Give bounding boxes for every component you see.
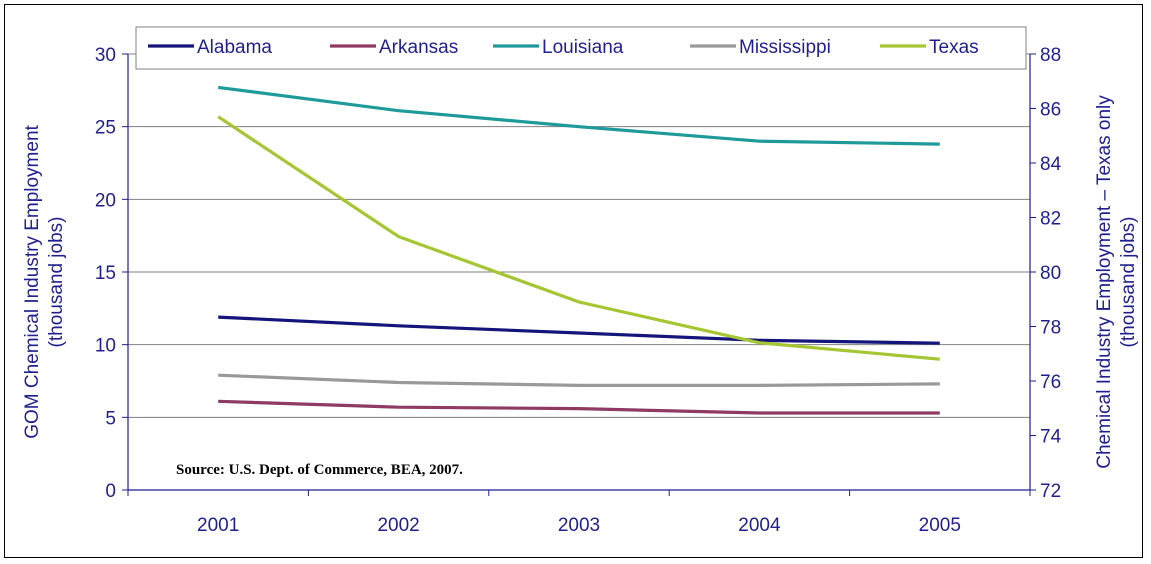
series-line-alabama <box>218 315 940 345</box>
y-tick-label-right: 78 <box>1040 318 1061 339</box>
x-tick-label: 2004 <box>738 515 781 536</box>
axis-title-line: (thousand jobs) <box>1118 217 1139 348</box>
legend: Alabama Arkansas Louisiana Mississippi Texas <box>135 26 1027 70</box>
series-line-mississippi <box>218 373 940 387</box>
axis-title-text: Chemical Industry Employment – Texas onl… <box>1094 95 1139 469</box>
y-axis-title-left: GOM Chemical Industry Employment (thousan… <box>22 124 67 438</box>
chart-frame <box>4 4 1143 558</box>
legend-label-alabama: Alabama <box>197 37 272 58</box>
gridlines <box>128 53 1030 418</box>
y-tick-label-right: 76 <box>1040 372 1061 393</box>
legend-label-texas: Texas <box>929 37 979 58</box>
legend-label-mississippi: Mississippi <box>739 37 831 58</box>
y-tick-label-left: 10 <box>95 336 116 357</box>
y-axis-title-right: Chemical Industry Employment – Texas onl… <box>1094 95 1139 469</box>
legend-label-arkansas: Arkansas <box>379 37 458 58</box>
y-tick-label-left: 25 <box>95 118 116 139</box>
axis-title-text: GOM Chemical Industry Employment (thousan… <box>22 124 67 438</box>
x-tick-label: 2002 <box>377 515 419 536</box>
y-tick-label-right: 86 <box>1040 100 1061 121</box>
y-tick-label-left: 30 <box>95 45 116 66</box>
source-annotation: Source: U.S. Dept. of Commerce, BEA, 200… <box>176 462 463 478</box>
y-tick-label-left: 0 <box>105 481 116 502</box>
series-line-louisiana <box>217 85 940 146</box>
axis-title-line: GOM Chemical Industry Employment <box>22 124 43 438</box>
y-tick-label-right: 74 <box>1040 427 1062 448</box>
y-tick-label-right: 82 <box>1040 209 1061 230</box>
y-tick-label-left: 5 <box>105 408 116 429</box>
legend-box <box>135 26 1027 70</box>
x-tick-label: 2003 <box>558 515 600 536</box>
y-tick-label-right: 84 <box>1040 154 1062 175</box>
series-line-texas <box>217 115 940 361</box>
y-tick-label-right: 80 <box>1040 263 1061 284</box>
axes: 0 5 10 15 20 25 30 72 74 76 78 80 82 84 86 88 2001 2002 20… <box>95 45 1062 536</box>
axis-title-line: (thousand jobs) <box>46 217 67 348</box>
series-line-arkansas <box>218 399 940 415</box>
y-tick-label-right: 88 <box>1040 45 1061 66</box>
y-tick-label-left: 15 <box>95 263 116 284</box>
legend-label-louisiana: Louisiana <box>542 37 624 58</box>
x-tick-label: 2001 <box>197 515 239 536</box>
y-tick-label-left: 20 <box>95 190 116 211</box>
axis-title-line: Chemical Industry Employment – Texas onl… <box>1094 95 1115 469</box>
x-tick-label: 2005 <box>919 515 961 536</box>
y-tick-label-right: 72 <box>1040 481 1061 502</box>
series-lines <box>217 85 940 415</box>
